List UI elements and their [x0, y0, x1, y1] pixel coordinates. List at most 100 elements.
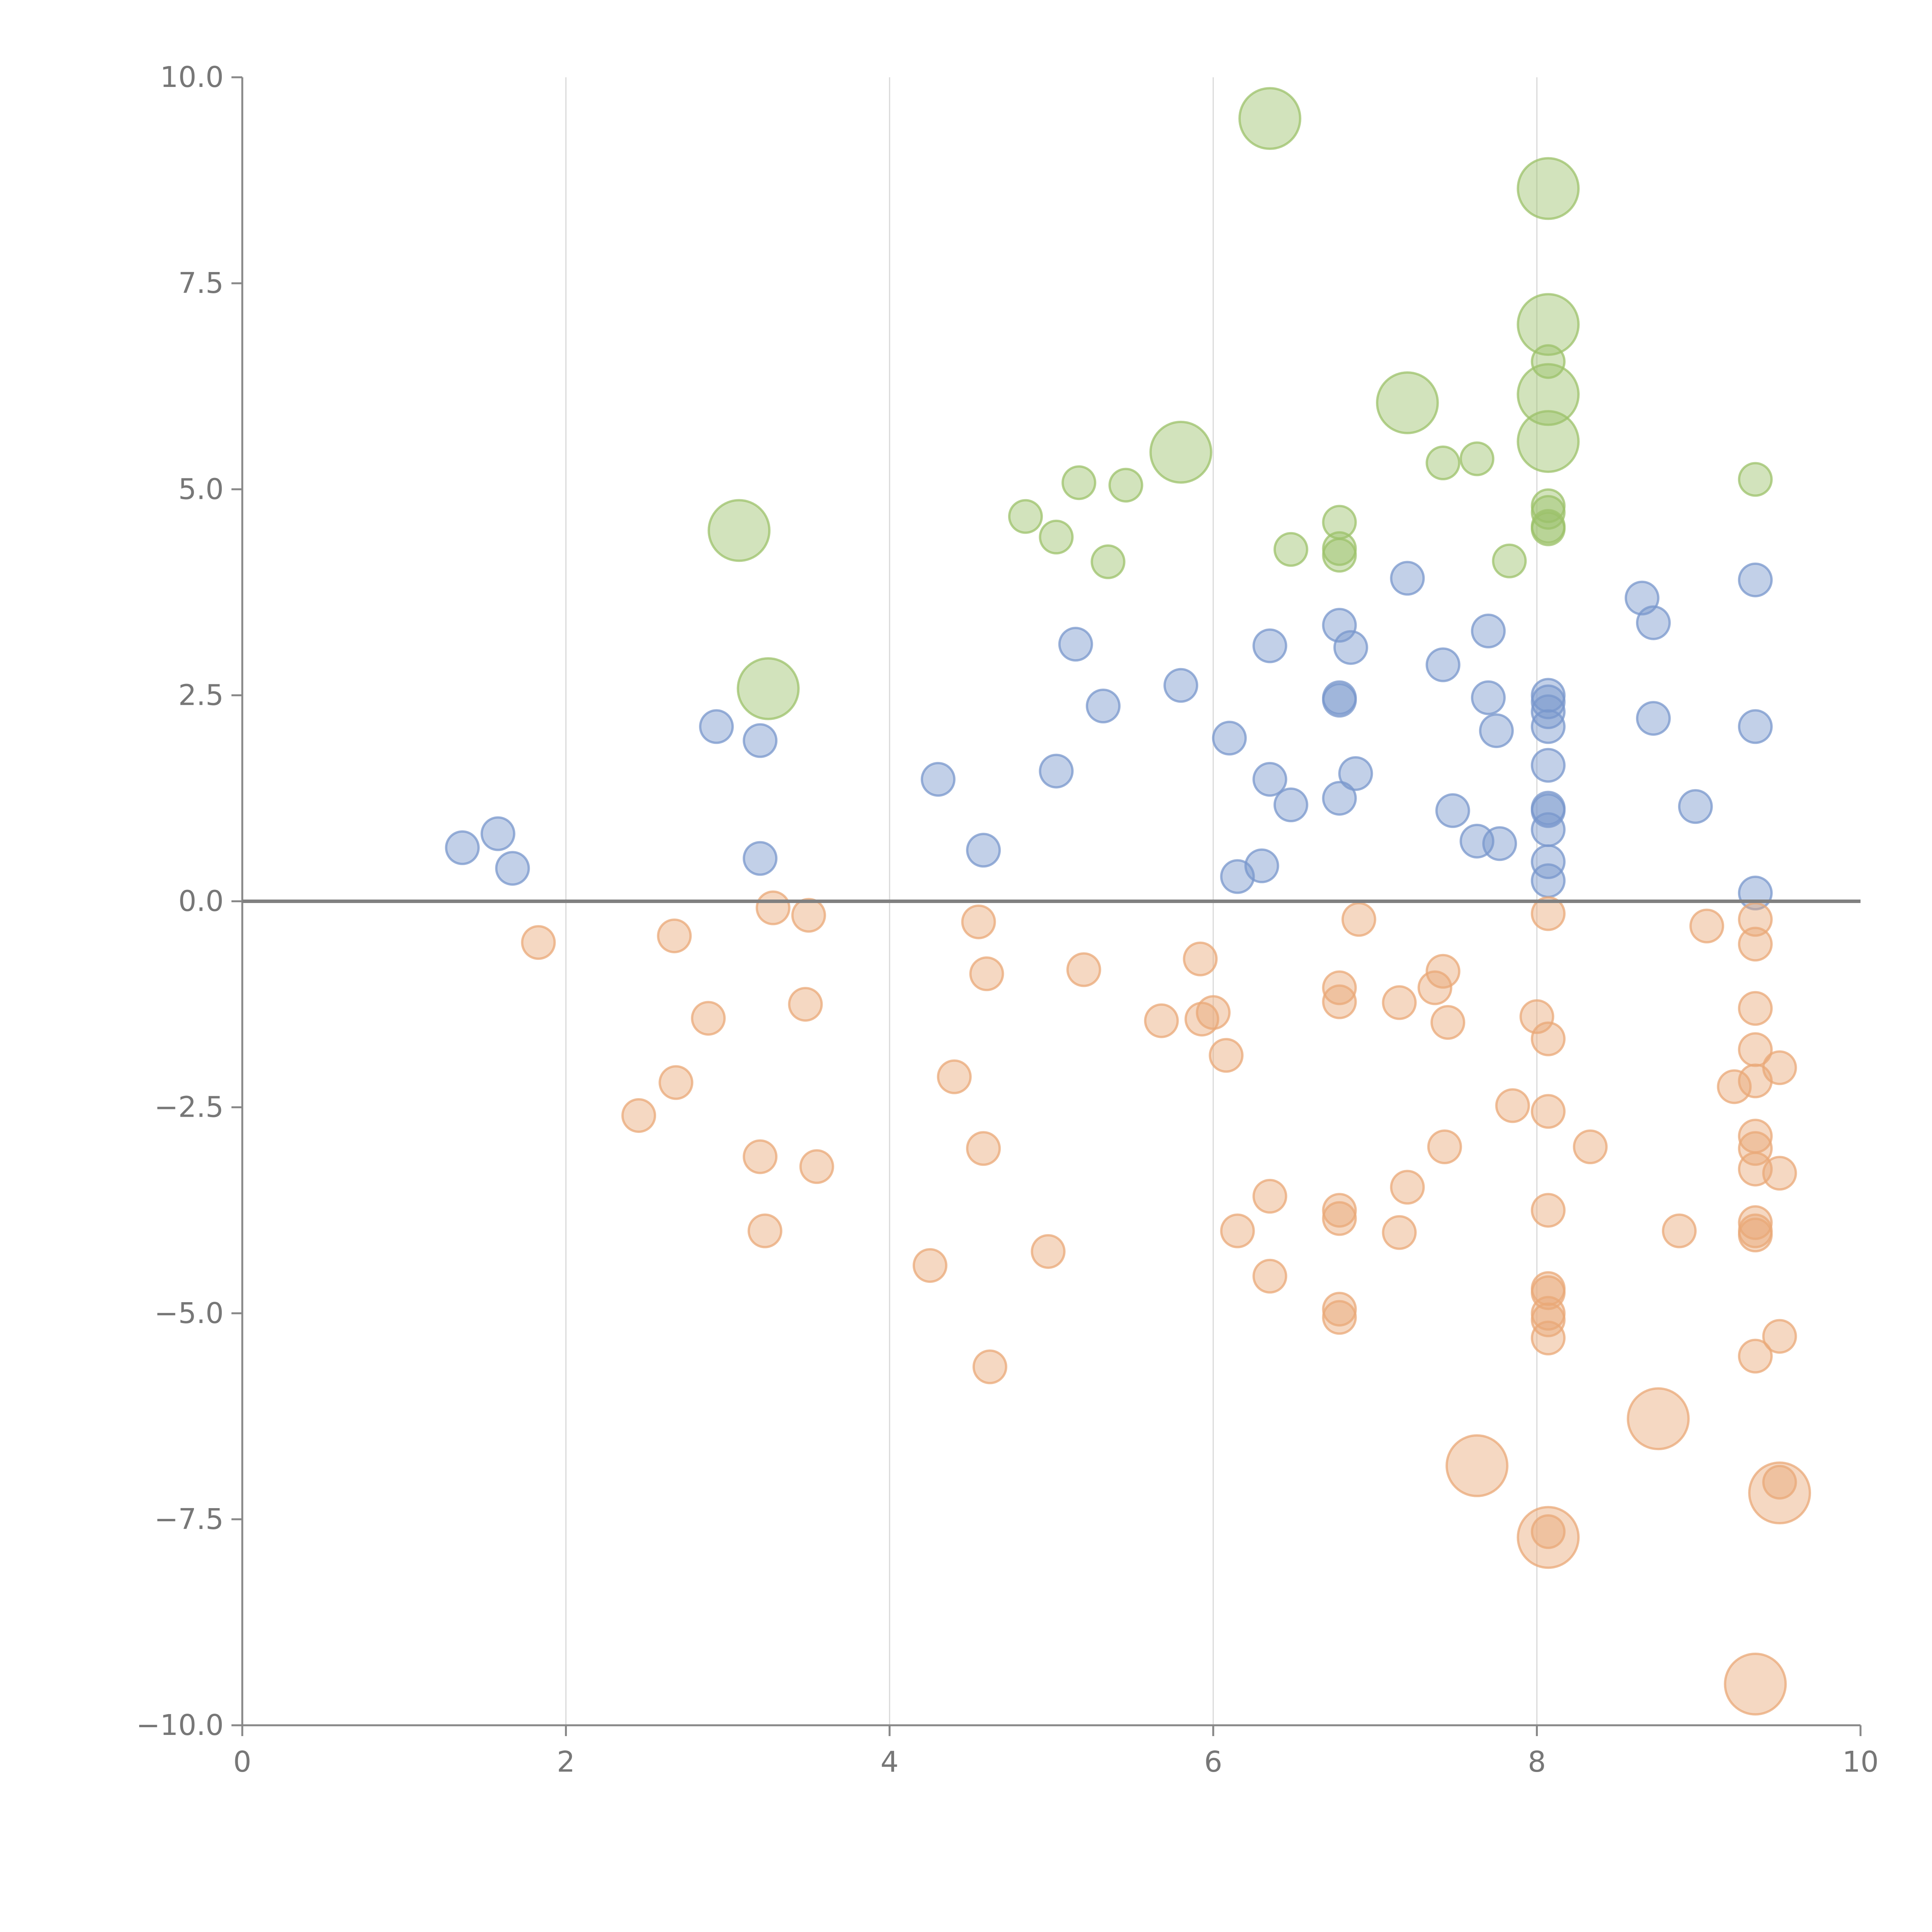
orange-point — [1531, 1094, 1566, 1129]
orange-point — [1531, 1275, 1566, 1310]
green-point — [1738, 462, 1773, 497]
orange-point — [1762, 1464, 1797, 1500]
blue-point — [743, 841, 778, 876]
orange-point — [1738, 1063, 1773, 1099]
orange-point — [937, 1059, 972, 1094]
blue-point — [1163, 668, 1199, 703]
green-point — [1039, 519, 1074, 554]
green-point — [1531, 509, 1566, 544]
blue-point — [1531, 863, 1566, 898]
green-point — [1149, 420, 1213, 484]
orange-point — [1446, 1434, 1509, 1497]
blue-point — [1058, 627, 1093, 662]
green-point — [1061, 465, 1097, 500]
orange-point — [1662, 1213, 1697, 1248]
blue-point — [1338, 756, 1373, 791]
x-tick-label: 4 — [881, 1745, 899, 1779]
orange-point — [1322, 1292, 1357, 1327]
blue-point — [1531, 684, 1566, 719]
x-tick-label: 6 — [1204, 1745, 1222, 1779]
orange-point — [1519, 999, 1554, 1034]
blue-point — [1738, 709, 1773, 744]
orange-point — [791, 898, 826, 933]
orange-point — [1322, 984, 1357, 1019]
x-tick-label: 0 — [233, 1745, 251, 1779]
orange-point — [1573, 1129, 1608, 1164]
orange-point — [743, 1139, 778, 1174]
orange-point — [1738, 1218, 1773, 1253]
green-point — [1322, 537, 1357, 573]
orange-point — [1531, 1193, 1566, 1228]
orange-point — [1762, 1156, 1797, 1191]
orange-point — [1252, 1259, 1287, 1294]
blue-point — [1273, 787, 1308, 822]
orange-point — [1425, 954, 1461, 989]
y-tick-label: −10.0 — [136, 1709, 224, 1742]
orange-point — [1322, 1201, 1357, 1236]
orange-point — [658, 1065, 694, 1100]
blue-point — [1531, 793, 1566, 828]
data-points — [445, 87, 1811, 1716]
blue-point — [1322, 608, 1357, 643]
x-tick-label: 8 — [1528, 1745, 1546, 1779]
green-point — [1531, 344, 1566, 379]
blue-point — [1531, 709, 1566, 744]
orange-point — [1762, 1319, 1797, 1354]
blue-point — [1390, 561, 1425, 596]
tick-marks — [231, 76, 1862, 1736]
orange-point — [755, 890, 791, 925]
orange-point — [799, 1149, 834, 1184]
orange-point — [1322, 1300, 1357, 1335]
orange-point — [1738, 902, 1773, 937]
orange-point — [1627, 1387, 1690, 1451]
orange-point — [1531, 1302, 1566, 1337]
orange-point — [972, 1349, 1007, 1384]
orange-point — [912, 1248, 947, 1283]
blue-point — [1531, 694, 1566, 730]
orange-point — [1738, 1131, 1773, 1166]
blue-point — [1333, 630, 1368, 665]
orange-point — [1531, 1021, 1566, 1056]
green-point — [1376, 371, 1439, 434]
blue-point — [1252, 628, 1287, 663]
axes — [241, 77, 1861, 1726]
green-point — [1517, 157, 1580, 220]
orange-point — [1196, 995, 1231, 1030]
orange-point — [1220, 1213, 1255, 1248]
blue-point — [1471, 680, 1506, 715]
orange-point — [1738, 991, 1773, 1026]
blue-point — [1220, 859, 1255, 894]
orange-point — [788, 987, 823, 1022]
blue-point — [1471, 614, 1506, 649]
orange-point — [1144, 1003, 1179, 1038]
blue-point — [1425, 647, 1461, 682]
orange-point — [1252, 1179, 1287, 1214]
y-tick-label: 5.0 — [178, 473, 224, 506]
blue-point — [1482, 826, 1517, 861]
green-point — [707, 499, 771, 562]
green-point — [1492, 543, 1527, 578]
orange-point — [1322, 970, 1357, 1005]
orange-point — [521, 925, 556, 960]
green-point — [1517, 363, 1580, 426]
green-point — [1273, 532, 1308, 567]
x-tick-label: 2 — [557, 1745, 575, 1779]
blue-point — [1678, 789, 1713, 824]
blue-point — [966, 833, 1001, 868]
blue-point — [1531, 812, 1566, 847]
orange-point — [1390, 1170, 1425, 1205]
blue-point — [1322, 781, 1357, 816]
tick-labels: −10.0 −7.5 −5.0 −2.5 0.0 2.5 5.0 7.5 10.0 0 2 4 6 8 10 — [136, 61, 1879, 1779]
orange-point — [1209, 1038, 1244, 1073]
orange-point — [1417, 970, 1452, 1005]
blue-point — [1531, 844, 1566, 879]
y-tick-label: 0.0 — [178, 885, 224, 918]
blue-point — [1435, 793, 1470, 828]
y-tick-label: −2.5 — [154, 1091, 224, 1124]
orange-point — [1184, 1002, 1219, 1037]
blue-point — [1636, 701, 1671, 736]
y-tick-label: 2.5 — [178, 679, 224, 712]
green-point — [1517, 410, 1580, 473]
orange-point — [1689, 908, 1725, 944]
